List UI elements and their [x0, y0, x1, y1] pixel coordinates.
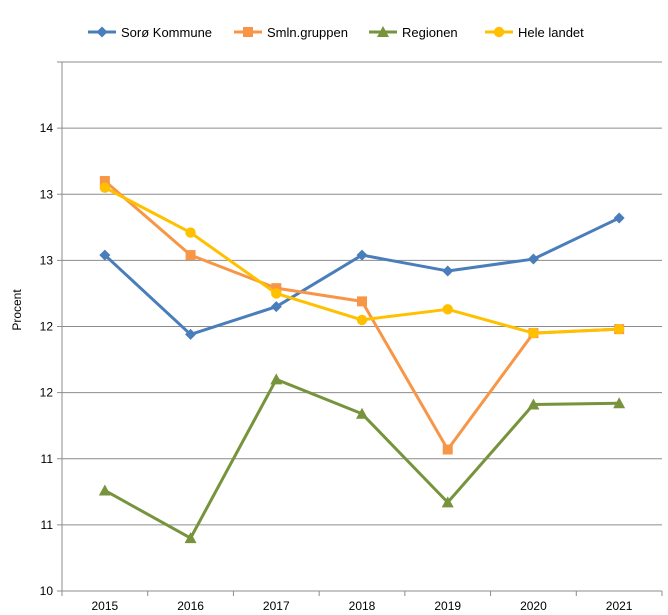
y-axis-title: Procent [10, 289, 24, 331]
series-group [98, 176, 626, 544]
y-tick-label: 13 [40, 253, 54, 267]
data-point [356, 314, 368, 326]
x-tick-label: 2020 [520, 599, 547, 613]
legend-entry: Smln.gruppen [234, 25, 348, 40]
x-tick-labels: 2015 2016 2017 2018 2019 2020 2021 [92, 599, 633, 613]
data-point [528, 327, 539, 339]
y-tick-label: 11 [41, 518, 54, 532]
x-tick-label: 2021 [606, 599, 633, 613]
data-point [441, 496, 454, 508]
legend-marker [96, 26, 108, 38]
y-tick-label: 14 [40, 121, 54, 135]
x-tick-label: 2015 [92, 599, 119, 613]
data-point [184, 532, 197, 544]
legend-marker [493, 26, 505, 38]
y-tick-label: 11 [41, 452, 54, 466]
data-point [270, 301, 282, 313]
y-tick-label: 10 [40, 584, 54, 598]
data-point [613, 212, 625, 224]
data-point [442, 265, 454, 277]
series-sor-kommune [99, 212, 625, 340]
x-tick-label: 2019 [434, 599, 461, 613]
data-point [99, 249, 111, 261]
series-regionen [98, 373, 626, 544]
legend-entry: Regionen [369, 25, 458, 40]
data-point [99, 176, 110, 187]
data-point [185, 328, 197, 340]
data-point [271, 288, 282, 299]
data-point [185, 227, 196, 238]
legend-label: Sorø Kommune [121, 25, 212, 40]
data-point [613, 397, 626, 409]
legend-label: Regionen [402, 25, 458, 40]
x-tick-label: 2018 [349, 599, 376, 613]
y-tick-label: 13 [40, 187, 54, 201]
legend-label: Hele landet [518, 25, 584, 40]
x-tick-label: 2017 [263, 599, 290, 613]
data-point [442, 444, 453, 455]
data-point [527, 253, 539, 265]
data-point [356, 249, 368, 261]
legend-label: Smln.gruppen [267, 25, 348, 40]
legend-entry: Hele landet [485, 25, 584, 40]
data-point [99, 182, 111, 193]
data-point [271, 283, 282, 294]
legend-marker [243, 27, 253, 37]
data-point [356, 407, 368, 419]
data-point [270, 373, 283, 385]
legend-marker [377, 26, 389, 37]
data-point [185, 250, 196, 261]
data-point [98, 484, 111, 496]
data-point [527, 398, 540, 410]
y-tick-labels: 10 11 11 12 12 13 13 14 [40, 121, 54, 598]
legend-entry: Sorø Kommune [88, 25, 212, 40]
y-tick-label: 12 [40, 320, 54, 334]
data-point [357, 296, 367, 307]
y-tick-label: 12 [40, 386, 54, 400]
x-tick-label: 2016 [177, 599, 204, 613]
series-hele-landet [99, 182, 625, 339]
data-point [613, 323, 625, 335]
data-point [442, 304, 453, 315]
legend: Sorø Kommune Smln.gruppen Regionen Hele lan… [88, 25, 584, 40]
axes [57, 61, 663, 596]
